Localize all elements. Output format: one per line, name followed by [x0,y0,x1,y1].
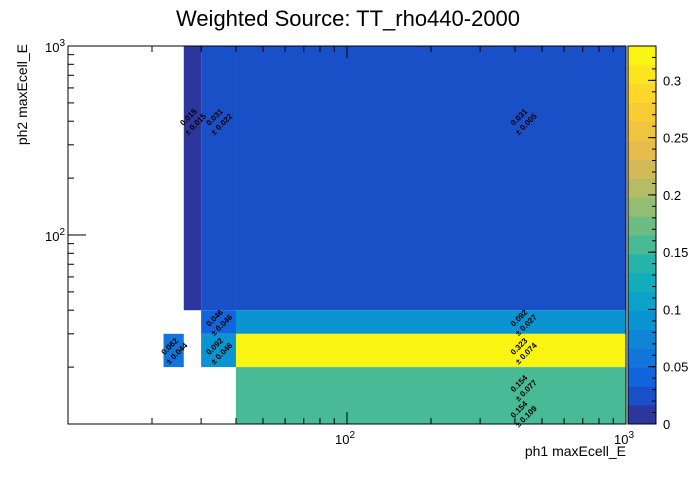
x-tick-label: 102 [335,430,355,447]
heatmap-cell [201,333,236,368]
colorbar-band [628,329,656,349]
colorbar: 0 0.05 0.1 0.15 0.2 0.25 0.3 [627,45,688,432]
colorbar-band [628,178,656,198]
colorbar-band [628,140,656,160]
colorbar-band [628,235,656,255]
colorbar-band [628,121,656,141]
colorbar-band [628,386,656,406]
y-tick-label: 102 [45,227,65,244]
heatmap-cell [163,333,184,368]
y-axis-label: ph2 maxEcell_E [14,44,30,145]
heatmap-cell [235,310,626,334]
cell-label-group: 0.031± 0.022 [204,107,234,137]
colorbar-band [628,216,656,236]
heatmap-cell [235,46,626,311]
axes-layer: 102 103 102 103 [45,38,634,447]
colorbar-band [628,83,656,104]
colorbar-band [628,64,656,85]
heatmap-cell [235,367,626,424]
colorbar-tick-label: 0 [663,417,670,432]
heatmap-cell [183,46,202,311]
x-axis-label: ph1 maxEcell_E [525,443,626,459]
colorbar-tick-label: 0.1 [663,302,681,317]
colorbar-band [628,310,656,330]
heatmap-cell [201,46,236,311]
colorbar-band [628,367,656,387]
colorbar-tick-label: 0.2 [663,188,681,203]
colorbar-band [628,291,656,312]
colorbar-band [628,253,656,274]
colorbar-tick-label: 0.05 [663,360,688,375]
colorbar-band [628,159,656,179]
heatmap-cell [235,333,626,368]
cell-label-group: 0.062± 0.044 [160,336,190,366]
colorbar-tick-label: 0.25 [663,131,688,146]
colorbar-tick-label: 0.15 [663,245,688,260]
colorbar-band [628,272,656,293]
y-tick-label: 103 [45,38,65,55]
heatmap-cell [201,310,236,334]
chart-title: Weighted Source: TT_rho440-2000 [176,6,520,31]
colorbar-band [628,348,656,368]
colorbar-band [628,102,656,123]
colorbar-band [628,405,656,425]
colorbar-tick-label: 0.3 [663,73,681,88]
colorbar-frame [627,45,657,425]
x-tick-label: 103 [614,430,634,447]
colorbar-band [628,46,656,66]
heatmap-cells-layer [163,46,626,424]
colorbar-band [628,197,656,217]
